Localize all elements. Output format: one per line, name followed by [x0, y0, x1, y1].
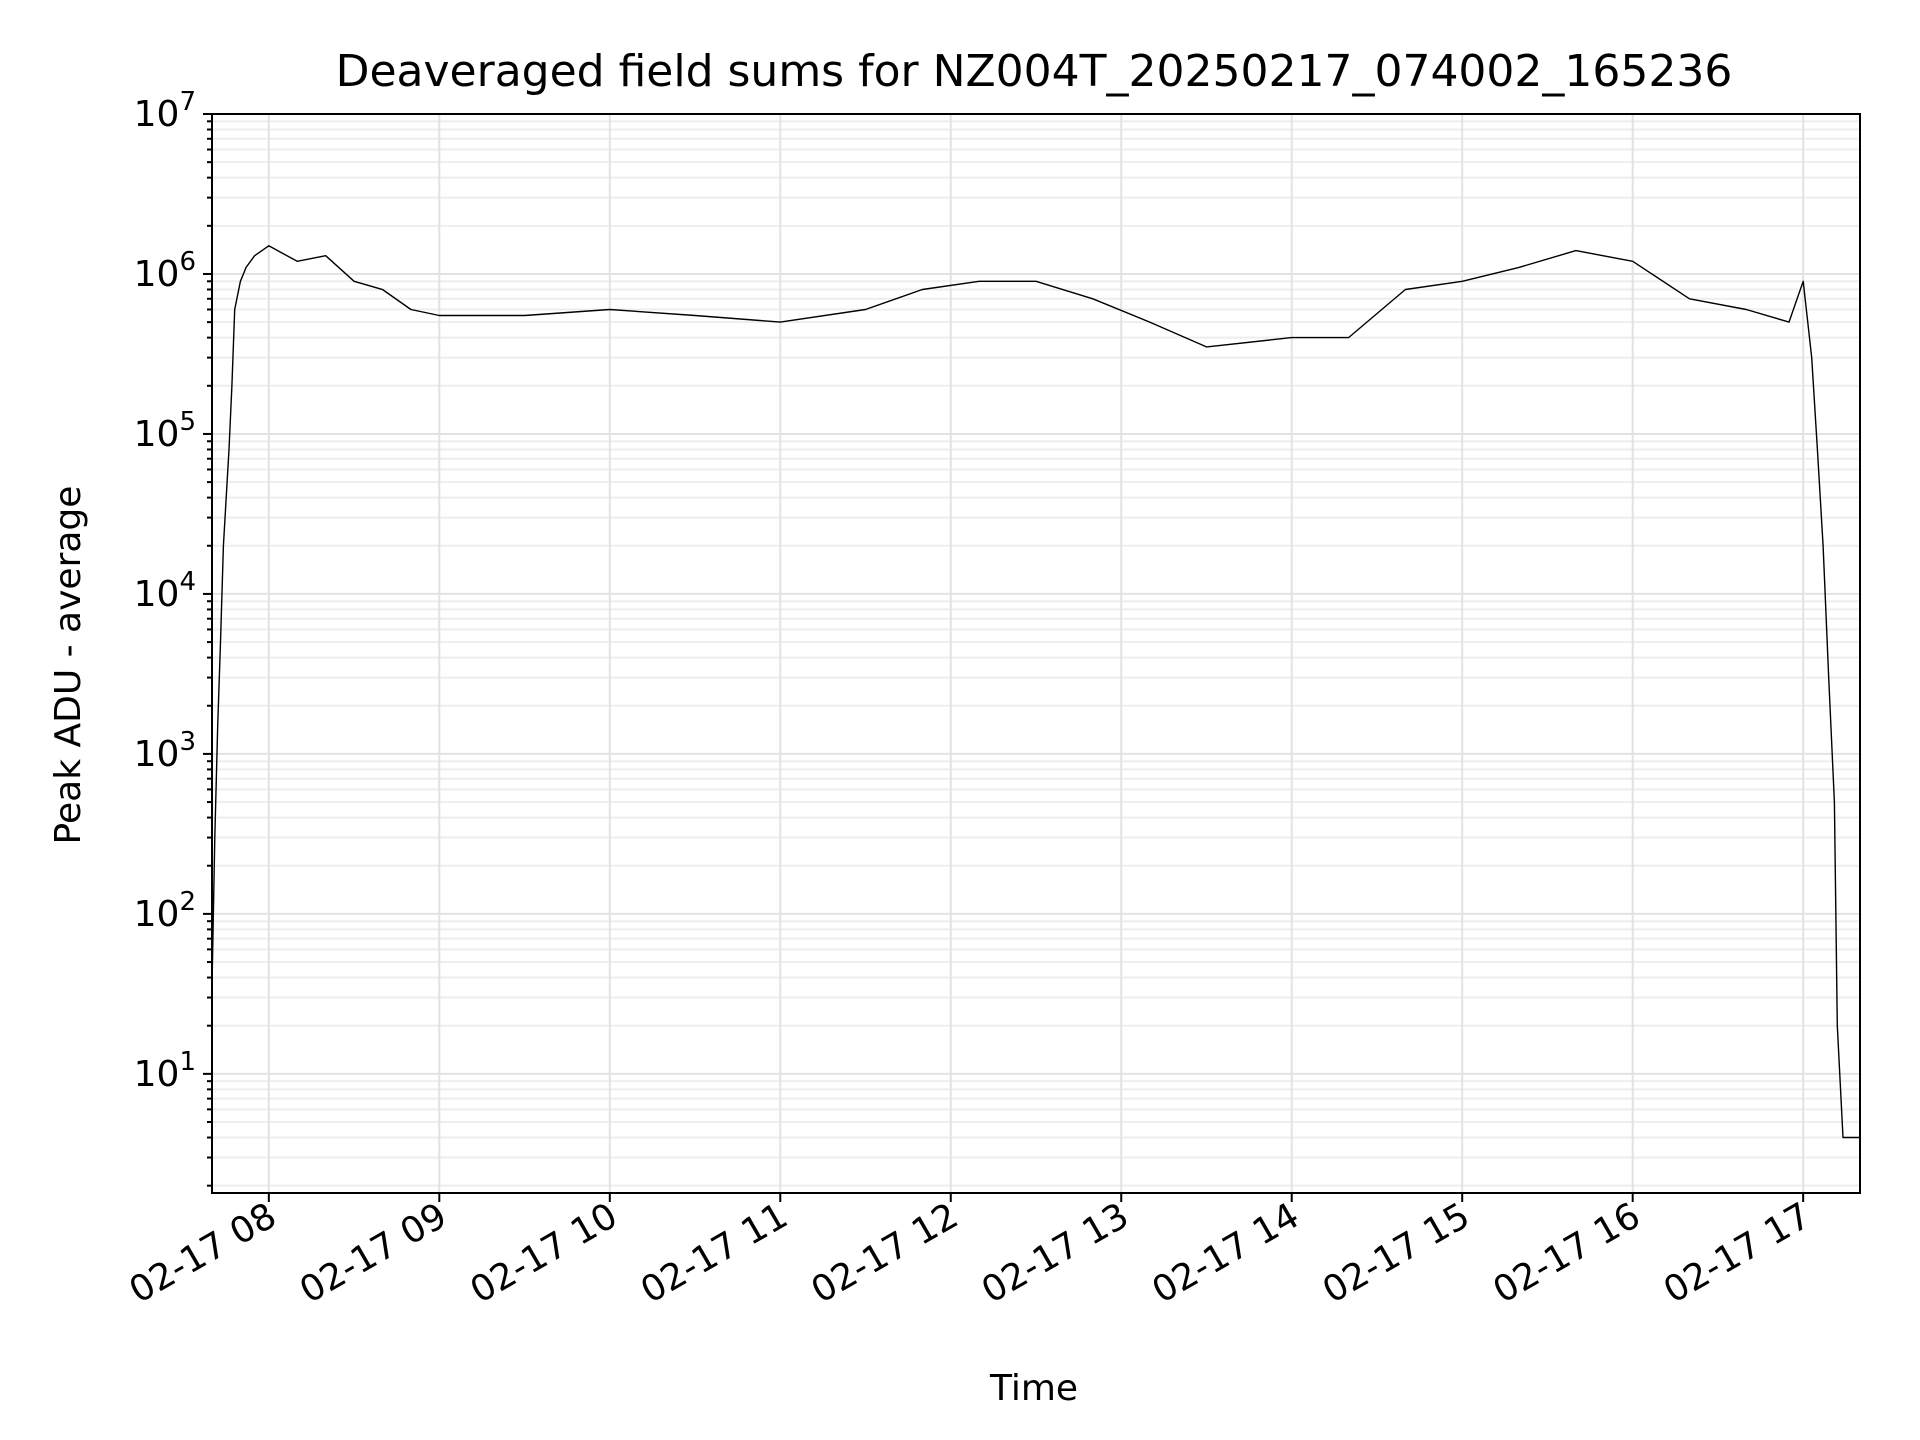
x-tick-label: 02-17 08 — [123, 1195, 284, 1311]
x-tick-label: 02-17 11 — [634, 1195, 795, 1311]
x-axis-label: Time — [989, 1368, 1078, 1409]
x-tick-label: 02-17 13 — [975, 1195, 1136, 1311]
series-layer — [211, 245, 1860, 1139]
x-tick-label: 02-17 15 — [1316, 1195, 1477, 1311]
x-tick-labels: 02-17 08 02-17 09 02-17 10 02-17 11 02-17 12… — [123, 1195, 1818, 1311]
chart-title: Deaveraged field sums for NZ004T_2025021… — [336, 46, 1733, 97]
y-tick-labels: 101 102 103 104 105 106 107 — [134, 87, 196, 1095]
x-tick-label: 02-17 17 — [1657, 1195, 1818, 1311]
y-tick-label: 101 — [134, 1047, 196, 1095]
y-tick-label: 104 — [134, 567, 196, 615]
y-axis-label: Peak ADU - average — [48, 486, 89, 845]
y-tick-label: 105 — [134, 407, 196, 455]
x-tick-label: 02-17 14 — [1146, 1195, 1307, 1311]
x-tick-label: 02-17 09 — [293, 1195, 454, 1311]
x-tick-label: 02-17 16 — [1487, 1195, 1648, 1311]
plot-frame — [211, 113, 1861, 1194]
ticks — [203, 113, 1805, 1202]
series-line — [211, 245, 1860, 1139]
y-tick-label: 102 — [134, 887, 196, 935]
grid — [212, 113, 1860, 1193]
y-tick-label: 107 — [134, 87, 196, 135]
y-tick-label: 103 — [134, 727, 196, 775]
x-tick-label: 02-17 10 — [464, 1195, 625, 1311]
y-tick-label: 106 — [134, 247, 196, 295]
x-tick-label: 02-17 12 — [805, 1195, 966, 1311]
